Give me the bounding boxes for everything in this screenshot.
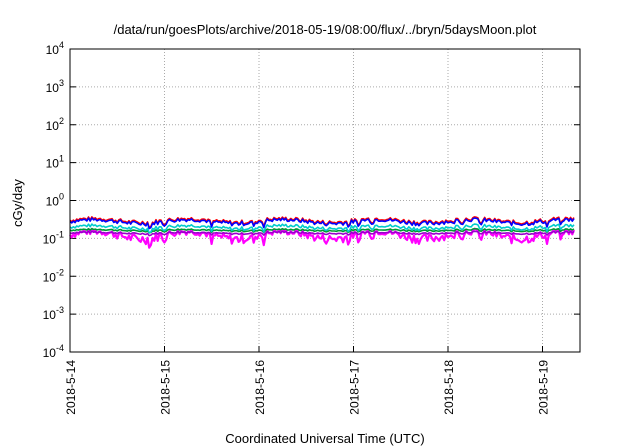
y-tick-label: 103 (46, 78, 64, 95)
x-tick-label: 2018-5-14 (64, 360, 78, 415)
y-tick-label: 104 (46, 40, 64, 57)
x-tick-label: 2018-5-17 (348, 360, 362, 415)
series-line (69, 223, 575, 234)
y-tick-label: 10-1 (43, 229, 64, 246)
y-tick-labels: 10-4 10-3 10-2 10-1 100 101 102 103 104 (43, 40, 64, 360)
x-tick-label: 2018-5-19 (537, 360, 551, 415)
x-tick-label: 2018-5-18 (442, 360, 456, 415)
y-tick-label: 102 (46, 116, 64, 133)
y-tick-label: 100 (46, 192, 64, 209)
x-axis-label: Coordinated Universal Time (UTC) (225, 431, 424, 446)
series-line (69, 230, 575, 237)
y-tick-label: 10-4 (43, 343, 64, 360)
x-tick-labels: 2018-5-14 2018-5-15 2018-5-16 2018-5-17 2018… (64, 360, 551, 415)
y-tick-label: 10-2 (43, 267, 64, 284)
y-tick-label: 10-3 (43, 305, 64, 322)
y-tick-label: 101 (46, 154, 64, 171)
y-axis-label: cGy/day (10, 179, 25, 227)
plot-frame (69, 48, 581, 353)
grid-lines (69, 48, 580, 353)
series-line (69, 227, 575, 234)
series-group (69, 216, 576, 249)
x-tick-label: 2018-5-16 (253, 360, 267, 415)
x-tick-label: 2018-5-15 (159, 360, 173, 415)
series-line (69, 217, 575, 230)
chart-title: /data/run/goesPlots/archive/2018-05-19/0… (114, 22, 537, 37)
